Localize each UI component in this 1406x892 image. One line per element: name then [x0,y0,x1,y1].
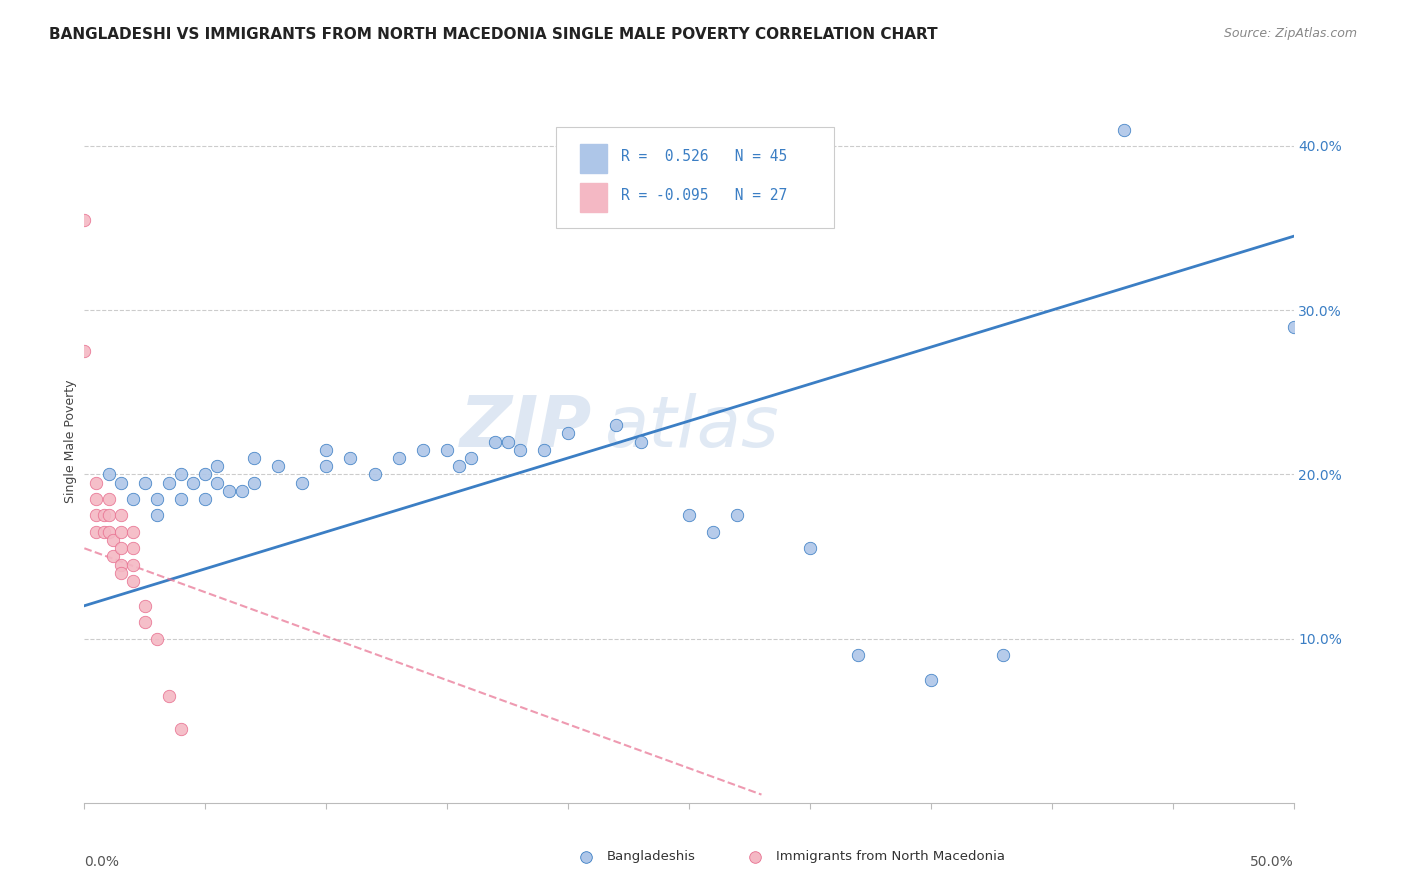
Point [218,483,240,498]
Point [170,491,193,506]
Point [605,418,627,433]
Point [146,508,169,523]
Text: 0.0%: 0.0% [84,855,120,870]
Point [86,524,108,539]
Point [702,524,724,539]
Point [231,483,253,498]
Point [110,541,132,556]
Point [920,673,942,687]
Text: Immigrants from North Macedonia: Immigrants from North Macedonia [776,850,1005,863]
Point [1114,122,1136,136]
Point [103,533,125,547]
Point [509,442,531,457]
Point [412,442,434,457]
Point [207,475,229,490]
Point [157,475,180,490]
Point [678,508,700,523]
Point [86,475,108,490]
Point [121,574,143,588]
Text: R = -0.095   N = 27: R = -0.095 N = 27 [621,188,787,203]
Point [315,442,337,457]
Point [170,467,193,482]
Text: BANGLADESHI VS IMMIGRANTS FROM NORTH MACEDONIA SINGLE MALE POVERTY CORRELATION C: BANGLADESHI VS IMMIGRANTS FROM NORTH MAC… [49,27,938,42]
Point [103,549,125,564]
Point [725,508,748,523]
Point [799,541,821,556]
Point [194,491,217,506]
Point [993,648,1015,662]
Text: R =  0.526   N = 45: R = 0.526 N = 45 [621,149,787,164]
Point [242,450,264,465]
Point [110,566,132,580]
Point [93,508,115,523]
Bar [581,183,607,211]
Point [533,442,555,457]
Point [157,689,180,703]
Point [110,524,132,539]
Bar [581,144,607,173]
Point [134,615,156,630]
Point [97,524,120,539]
Point [846,648,869,662]
Point [86,491,108,506]
FancyBboxPatch shape [555,128,834,228]
Point [484,434,506,449]
Point [134,599,156,613]
Point [388,450,411,465]
Point [121,558,143,572]
Point [630,434,652,449]
Point [170,722,193,736]
Point [194,467,217,482]
Text: Source: ZipAtlas.com: Source: ZipAtlas.com [1223,27,1357,40]
Point [181,475,204,490]
Point [86,508,108,523]
Point [110,475,132,490]
Point [291,475,314,490]
Point [121,541,143,556]
Point [97,508,120,523]
Point [449,459,471,474]
Point [73,344,96,359]
Point [146,632,169,646]
Point [73,212,96,227]
Point [97,491,120,506]
Text: Bangladeshis: Bangladeshis [607,850,696,863]
Point [436,442,458,457]
Point [1282,319,1305,334]
Point [460,450,482,465]
Point [93,524,115,539]
Point [242,475,264,490]
Point [121,524,143,539]
Point [134,475,156,490]
Point [207,459,229,474]
Text: ZIP: ZIP [460,392,592,461]
Point [267,459,290,474]
Point [121,491,143,506]
Point [363,467,385,482]
Point [110,508,132,523]
Point [557,426,579,441]
Y-axis label: Single Male Poverty: Single Male Poverty [65,380,77,503]
Point [97,467,120,482]
Point [496,434,519,449]
Text: atlas: atlas [605,392,779,461]
Text: 50.0%: 50.0% [1250,855,1294,870]
Point [146,491,169,506]
Point [315,459,337,474]
Point [110,558,132,572]
Point [339,450,361,465]
